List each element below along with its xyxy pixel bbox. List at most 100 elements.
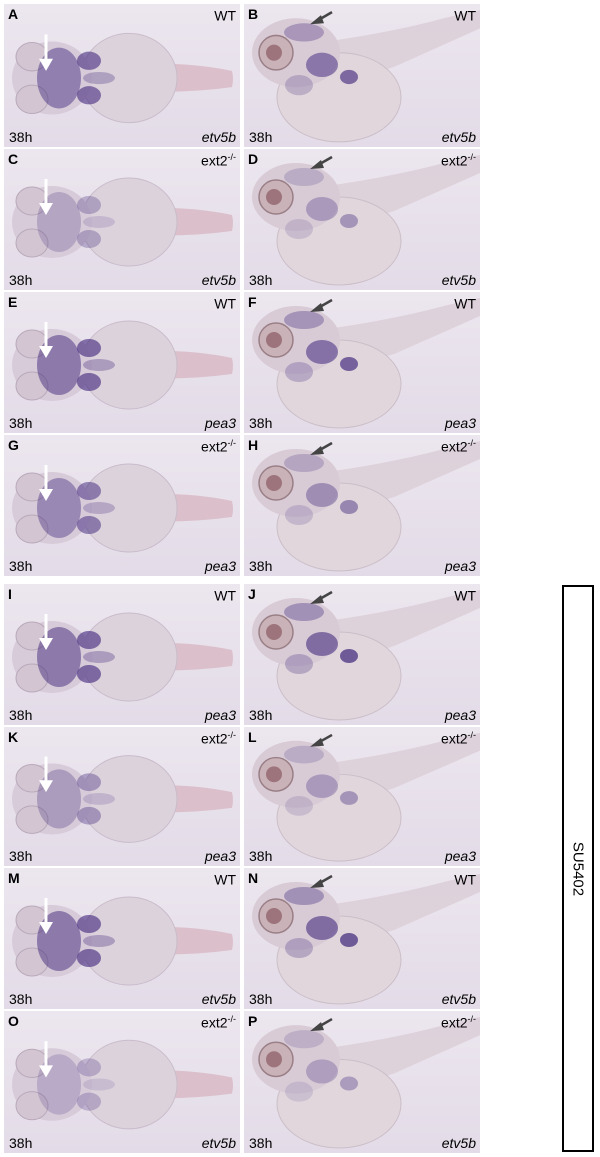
panel-g: G ext2-/- 38h pea3: [4, 435, 240, 576]
panel-n: N WT 38h etv5b: [244, 868, 480, 1009]
embryo-illustration: [12, 1039, 233, 1130]
gene-label: pea3: [204, 707, 236, 723]
panel-letter: N: [248, 870, 259, 886]
timepoint-label: 38h: [249, 1135, 273, 1151]
timepoint-label: 38h: [9, 415, 33, 431]
dark-arrow-icon: [310, 590, 333, 604]
timepoint-label: 38h: [249, 707, 273, 723]
embryo-illustration: [12, 177, 233, 267]
timepoint-label: 38h: [249, 415, 273, 431]
panel-f: F WT 38h pea3: [244, 292, 480, 433]
dark-arrow-icon: [310, 298, 333, 312]
dark-arrow-icon: [310, 1017, 333, 1032]
embryo-illustration: [252, 1017, 480, 1149]
panel-b: B WT 38h etv5b: [244, 4, 480, 147]
timepoint-label: 38h: [9, 991, 33, 1007]
genotype-label: WT: [214, 587, 236, 604]
gene-label: etv5b: [201, 129, 236, 145]
embryo-illustration: [252, 298, 480, 429]
panel-letter: H: [248, 437, 259, 453]
gene-label: etv5b: [441, 991, 476, 1007]
white-arrow-icon: [39, 898, 53, 934]
gene-label: pea3: [444, 558, 476, 574]
white-arrow-icon: [39, 322, 53, 358]
gene-label: etv5b: [201, 272, 236, 288]
panel-letter: L: [248, 729, 257, 745]
genotype-label: ext2-/-: [441, 438, 476, 455]
panel-letter: B: [248, 6, 259, 22]
white-arrow-icon: [39, 34, 53, 71]
panel-c: C ext2-/- 38h etv5b: [4, 149, 240, 290]
panel-o: O ext2-/- 38h etv5b: [4, 1011, 240, 1153]
genotype-label: ext2-/-: [441, 730, 476, 747]
panel-letter: E: [8, 294, 18, 310]
timepoint-label: 38h: [249, 272, 273, 288]
dark-arrow-icon: [310, 441, 333, 455]
timepoint-label: 38h: [9, 272, 33, 288]
genotype-label: ext2-/-: [201, 152, 236, 169]
dark-arrow-icon: [310, 155, 333, 169]
gene-label: etv5b: [441, 1135, 476, 1151]
gene-label: pea3: [444, 848, 476, 864]
dark-arrow-icon: [310, 733, 333, 747]
dark-arrow-icon: [310, 874, 333, 888]
gene-label: pea3: [204, 558, 236, 574]
white-arrow-icon: [39, 1041, 53, 1078]
panel-h: H ext2-/- 38h pea3: [244, 435, 480, 576]
panel-letter: P: [248, 1013, 258, 1029]
gene-label: etv5b: [201, 1135, 236, 1151]
treatment-label: SU5402: [569, 841, 587, 896]
genotype-label: ext2-/-: [201, 730, 236, 747]
timepoint-label: 38h: [9, 129, 33, 145]
genotype-label: ext2-/-: [201, 1014, 236, 1031]
panel-letter: C: [8, 151, 19, 167]
panel-l: L ext2-/- 38h pea3: [244, 727, 480, 866]
panel-k: K ext2-/- 38h pea3: [4, 727, 240, 866]
timepoint-label: 38h: [9, 707, 33, 723]
white-arrow-icon: [39, 614, 53, 650]
genotype-label: ext2-/-: [441, 1014, 476, 1031]
timepoint-label: 38h: [249, 558, 273, 574]
panel-p: P ext2-/- 38h etv5b: [244, 1011, 480, 1153]
embryo-illustration: [252, 874, 480, 1005]
timepoint-label: 38h: [9, 1135, 33, 1151]
panel-j: J WT 38h pea3: [244, 584, 480, 725]
panel-letter: M: [8, 870, 20, 886]
panel-a: A WT 38h etv5b: [4, 4, 240, 147]
gene-label: etv5b: [441, 272, 476, 288]
gene-label: etv5b: [441, 129, 476, 145]
panel-letter: D: [248, 151, 259, 167]
panel-e: E WT 38h pea3: [4, 292, 240, 433]
timepoint-label: 38h: [9, 558, 33, 574]
gene-label: pea3: [204, 848, 236, 864]
embryo-illustration: [252, 155, 480, 286]
panel-letter: O: [8, 1013, 19, 1029]
embryo-illustration: [252, 732, 480, 862]
genotype-label: WT: [214, 871, 236, 888]
treatment-box: SU5402: [562, 585, 594, 1152]
embryo-illustration: [12, 612, 233, 702]
genotype-label: WT: [454, 7, 476, 24]
gene-label: pea3: [444, 415, 476, 431]
timepoint-label: 38h: [249, 129, 273, 145]
white-arrow-icon: [39, 756, 53, 793]
panel-letter: F: [248, 294, 257, 310]
genotype-label: WT: [454, 871, 476, 888]
panel-letter: G: [8, 437, 19, 453]
timepoint-label: 38h: [249, 991, 273, 1007]
white-arrow-icon: [39, 179, 53, 215]
embryo-illustration: [12, 755, 233, 843]
panel-letter: A: [8, 6, 19, 22]
genotype-label: WT: [214, 295, 236, 312]
embryo-illustration: [12, 463, 233, 553]
embryo-illustration: [12, 32, 233, 124]
embryo-illustration: [12, 896, 233, 986]
genotype-label: ext2-/-: [441, 152, 476, 169]
gene-label: pea3: [444, 707, 476, 723]
panel-letter: K: [8, 729, 19, 745]
white-arrow-icon: [39, 465, 53, 501]
genotype-label: WT: [454, 587, 476, 604]
embryo-illustration: [12, 320, 233, 410]
embryo-illustration: [252, 10, 480, 143]
embryo-illustration: [252, 590, 480, 721]
